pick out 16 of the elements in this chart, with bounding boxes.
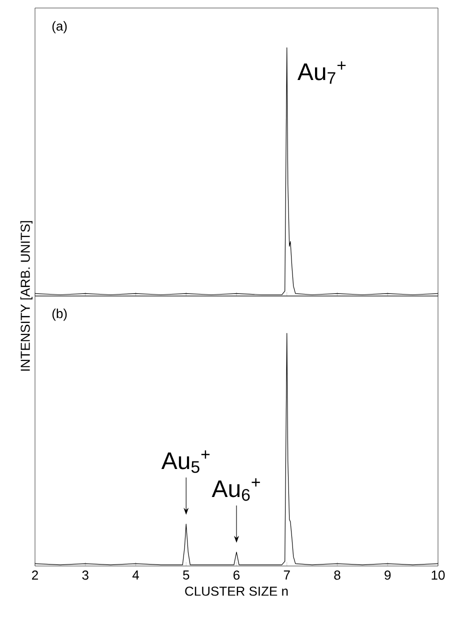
x-tick-label: 10 (432, 570, 445, 580)
x-tick-label: 9 (384, 570, 391, 580)
y-axis-title: INTENSITY [ARB. UNITS] (20, 221, 32, 371)
text: (a) (52, 21, 67, 34)
x-axis-title: CLUSTER SIZE n (185, 586, 288, 596)
x-tick-label: 7 (284, 570, 290, 580)
x-tick-label: 4 (132, 570, 139, 580)
annotation: Au$_{7}$+ (298, 61, 346, 84)
annotation: Au$_{6}$+ (212, 478, 260, 501)
x-tick-label: 8 (334, 570, 340, 580)
x-tick-label: 2 (32, 570, 38, 580)
text: (b) (52, 308, 67, 321)
x-tick-label: 6 (234, 570, 240, 580)
x-tick-label: 3 (82, 570, 88, 580)
x-tick-label: 5 (183, 570, 190, 580)
annotation: Au$_{5}$+ (161, 450, 210, 473)
